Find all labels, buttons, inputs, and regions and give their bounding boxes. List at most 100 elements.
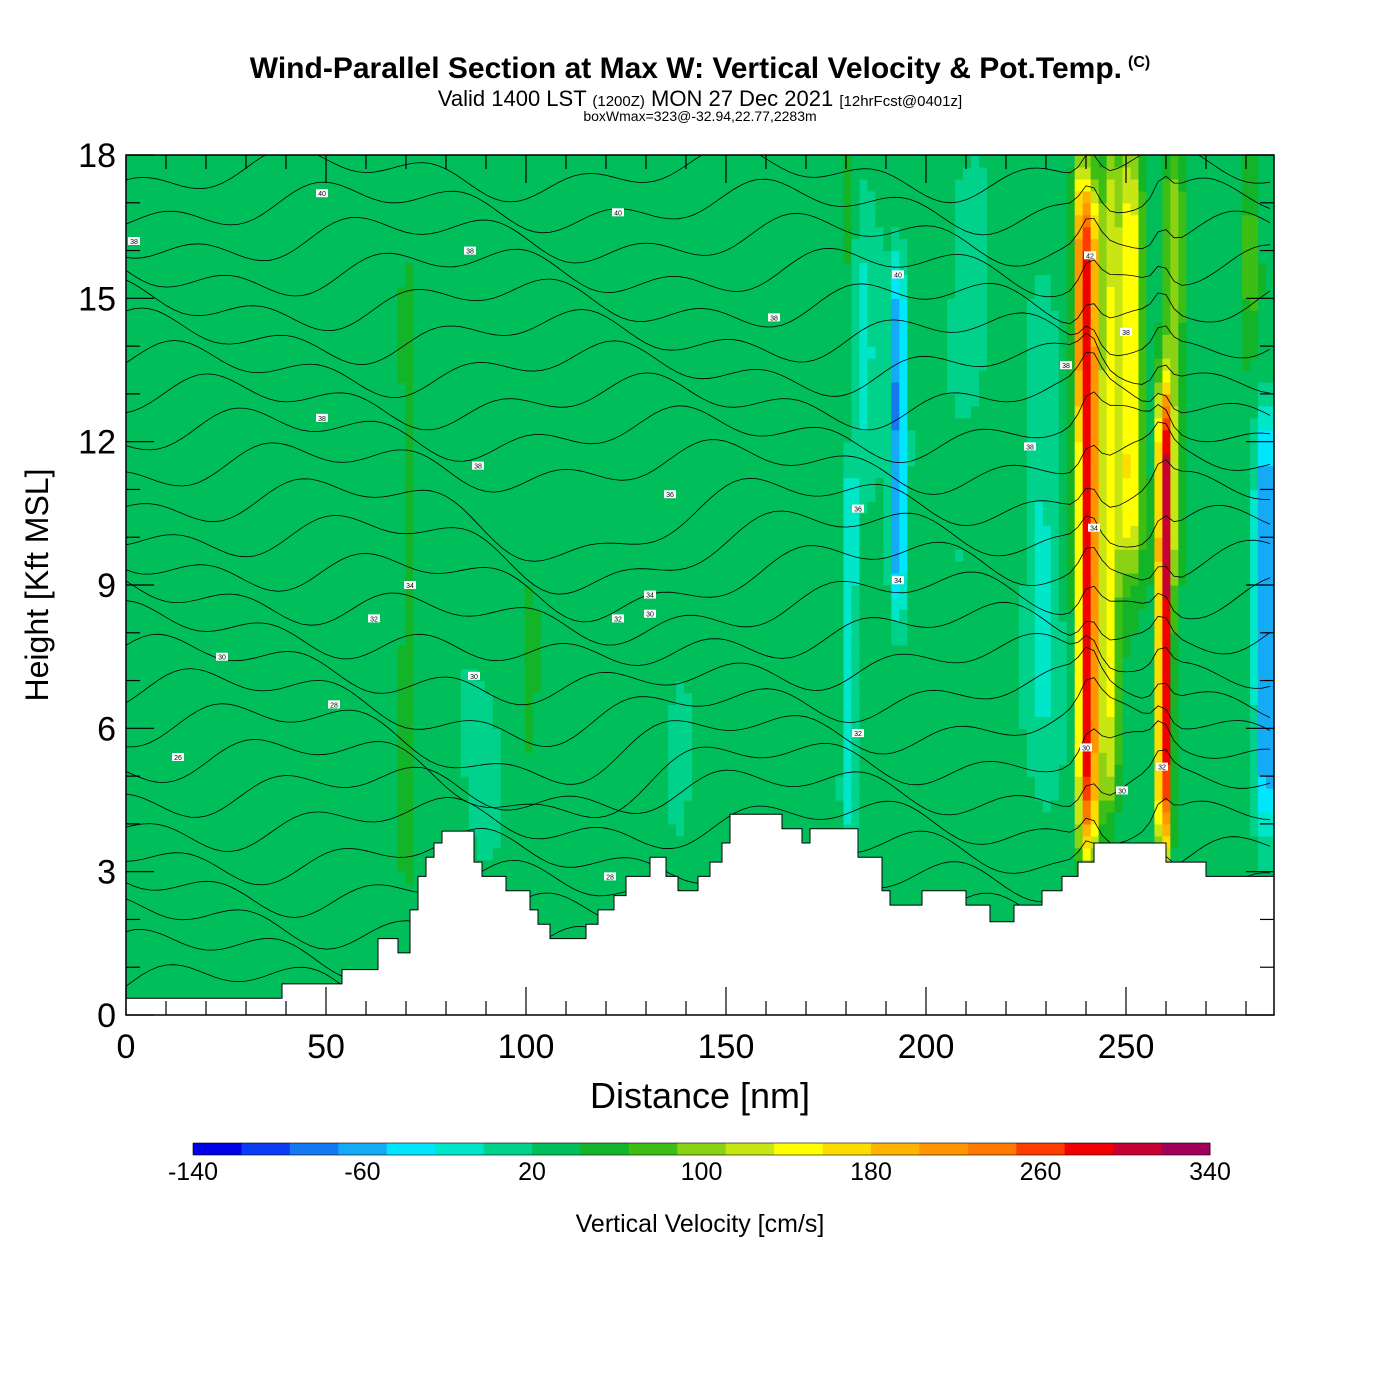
field-cell [1114, 716, 1124, 729]
field-cell [907, 596, 1020, 610]
field-cell [1250, 716, 1259, 729]
field-cell [126, 202, 845, 216]
field-cell [1170, 286, 1179, 299]
field-cell [851, 322, 861, 335]
field-cell [413, 465, 845, 479]
field-cell [1018, 585, 1036, 598]
field-cell [126, 178, 845, 192]
field-cell [1138, 417, 1148, 431]
field-cell [1034, 525, 1052, 538]
field-cell [1138, 214, 1148, 228]
field-cell [843, 656, 853, 670]
theta-contour [126, 459, 1270, 562]
field-cell [397, 346, 414, 359]
field-cell [1250, 441, 1259, 455]
field-cell [1114, 310, 1124, 323]
field-cell [1154, 417, 1163, 431]
field-cell [891, 274, 900, 287]
field-cell [1050, 274, 1068, 287]
field-cell [1138, 381, 1148, 395]
field-cell [1090, 346, 1100, 359]
contour-label-bg [328, 700, 340, 709]
field-cell [1034, 537, 1052, 550]
field-cell [1146, 310, 1163, 323]
field-cell [1106, 501, 1116, 514]
field-cell [1066, 405, 1076, 419]
field-cell [413, 429, 853, 443]
field-cell [1146, 585, 1156, 598]
field-cell [987, 178, 1068, 192]
field-cell [1154, 453, 1163, 467]
field-cell [1034, 513, 1044, 526]
field-cell [1090, 178, 1100, 192]
field-cell [883, 525, 892, 538]
field-cell [867, 405, 892, 419]
field-cell [1066, 585, 1076, 598]
field-cell [1050, 704, 1068, 717]
field-cell [859, 716, 1020, 729]
field-cell [1170, 632, 1179, 646]
field-cell [891, 561, 900, 574]
field-cell [1066, 298, 1076, 311]
field-cell [1250, 477, 1259, 491]
field-cell [1122, 417, 1140, 431]
field-cell [1122, 620, 1140, 634]
contour-label-bg [316, 189, 328, 198]
field-cell [859, 346, 876, 359]
field-cell [1082, 381, 1092, 395]
field-cell [1098, 477, 1108, 491]
field-cell [1074, 728, 1084, 741]
field-cell [540, 680, 677, 694]
field-cell [1178, 835, 1259, 849]
field-cell [1026, 752, 1068, 765]
field-cell [413, 310, 853, 323]
field-cell [1258, 489, 1274, 502]
field-cell [851, 286, 861, 299]
field-cell [460, 704, 494, 717]
field-cell [1050, 525, 1060, 538]
field-cell [987, 214, 1068, 228]
field-cell [1154, 704, 1163, 717]
field-cell [1050, 692, 1068, 706]
field-cell [851, 178, 861, 192]
field-cell [1034, 596, 1052, 610]
field-cell [1066, 716, 1076, 729]
field-cell [1138, 393, 1148, 407]
field-cell [1178, 489, 1187, 502]
field-cell [1162, 489, 1171, 502]
field-cell [1162, 238, 1171, 252]
field-cell [413, 764, 462, 777]
field-cell [851, 644, 861, 658]
field-cell [907, 441, 916, 455]
field-cell [1066, 668, 1076, 682]
field-cell [1138, 513, 1148, 526]
field-cell [1114, 441, 1124, 455]
field-cell [883, 561, 892, 574]
field-cell [891, 298, 900, 311]
field-cell [1170, 214, 1179, 228]
field-cell [126, 513, 406, 526]
field-cell [1122, 644, 1132, 658]
field-cell [1098, 489, 1108, 502]
field-cell [1170, 525, 1179, 538]
field-cell [126, 752, 398, 765]
field-cell [1106, 441, 1116, 455]
field-cell [1066, 692, 1076, 706]
field-cell [1050, 620, 1068, 634]
field-cell [1050, 537, 1060, 550]
field-cell [1114, 740, 1124, 753]
field-cell [987, 334, 1028, 347]
field-cell [907, 465, 1028, 479]
field-cell [1258, 322, 1274, 335]
field-cell [1114, 393, 1124, 407]
field-cell [1146, 537, 1156, 550]
field-cell [126, 155, 845, 168]
field-cell [1074, 477, 1084, 491]
field-cell [1250, 680, 1259, 694]
field-cell [1098, 764, 1108, 777]
field-cell [1090, 680, 1100, 694]
colorbar: -140 -60 20 100 180 260 340 [168, 1142, 1231, 1186]
x-tick-label: 100 [498, 1028, 555, 1066]
field-cell [1162, 358, 1171, 371]
field-cell [1090, 608, 1100, 622]
